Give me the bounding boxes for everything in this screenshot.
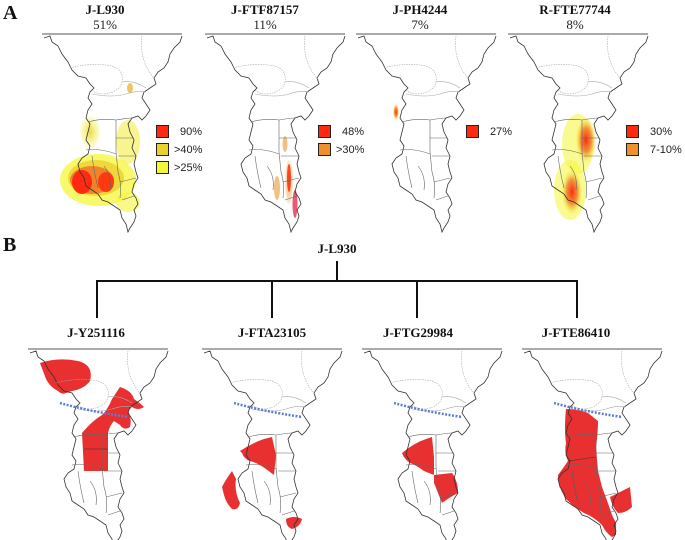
distribution-map-j-fte86410 (521, 348, 663, 540)
legend-item-30: >30% (318, 143, 364, 156)
legend-item-7-10: 7-10% (626, 143, 682, 156)
heatmap-j-l930 (41, 33, 183, 233)
legend-item-30: 30% (626, 125, 672, 138)
legend-swatch-gold (156, 143, 169, 156)
legend-item-48: 48% (318, 125, 364, 138)
legend-label: 48% (342, 125, 365, 138)
tree-child-j-fte86410: J-FTE86410 (541, 325, 611, 340)
tree-crossbar (96, 280, 578, 282)
distribution-map-j-ftg29984 (361, 348, 503, 540)
legend-swatch-red (626, 125, 639, 138)
legend-swatch-yellow (156, 161, 169, 174)
legend-item-90: 90% (156, 125, 202, 138)
legend-label: >25% (174, 161, 203, 174)
legend-label: 27% (490, 125, 513, 138)
tree-branch-3 (416, 280, 418, 318)
map-title-j-ph4244: J-PH4244 (392, 2, 448, 17)
map-title-j-l930: J-L930 (85, 2, 125, 17)
tree-root-label: J-L930 (317, 241, 357, 256)
legend-label: 30% (650, 125, 673, 138)
legend-swatch-red (466, 125, 479, 138)
panel-a-label: A (3, 2, 18, 24)
tree-child-j-y251116: J-Y251116 (67, 325, 125, 340)
legend-item-25: >25% (156, 161, 202, 174)
tree-child-j-fta23105: J-FTA23105 (237, 325, 307, 340)
heatmap-j-ftf87157 (204, 33, 346, 233)
heatmap-j-ph4244 (355, 33, 497, 233)
tree-child-j-ftg29984: J-FTG29984 (382, 325, 454, 340)
map-title-r-fte77744: R-FTE77744 (539, 2, 611, 17)
map-title-j-ftf87157: J-FTF87157 (231, 2, 299, 17)
legend-label: >40% (174, 143, 203, 156)
heatmap-r-fte77744 (507, 33, 649, 233)
distribution-map-j-fta23105 (201, 348, 343, 540)
legend-label: 7-10% (650, 143, 682, 156)
legend-swatch-red (156, 125, 169, 138)
tree-branch-4 (576, 280, 578, 318)
legend-item-27: 27% (466, 125, 512, 138)
legend-label: 90% (180, 125, 203, 138)
legend-swatch-orange (318, 143, 331, 156)
map-percent-j-ftf87157: 11% (253, 17, 277, 32)
map-percent-j-ph4244: 7% (411, 17, 429, 32)
tree-branch-1 (96, 280, 98, 318)
legend-item-40: >40% (156, 143, 202, 156)
legend-label: >30% (336, 143, 365, 156)
legend-swatch-red (318, 125, 331, 138)
panel-b-label: B (3, 234, 17, 256)
tree-stem (336, 261, 338, 281)
tree-branch-2 (271, 280, 273, 318)
map-percent-r-fte77744: 8% (566, 17, 584, 32)
map-percent-j-l930: 51% (93, 17, 117, 32)
legend-swatch-orange (626, 143, 639, 156)
distribution-map-j-y251116 (27, 348, 169, 540)
